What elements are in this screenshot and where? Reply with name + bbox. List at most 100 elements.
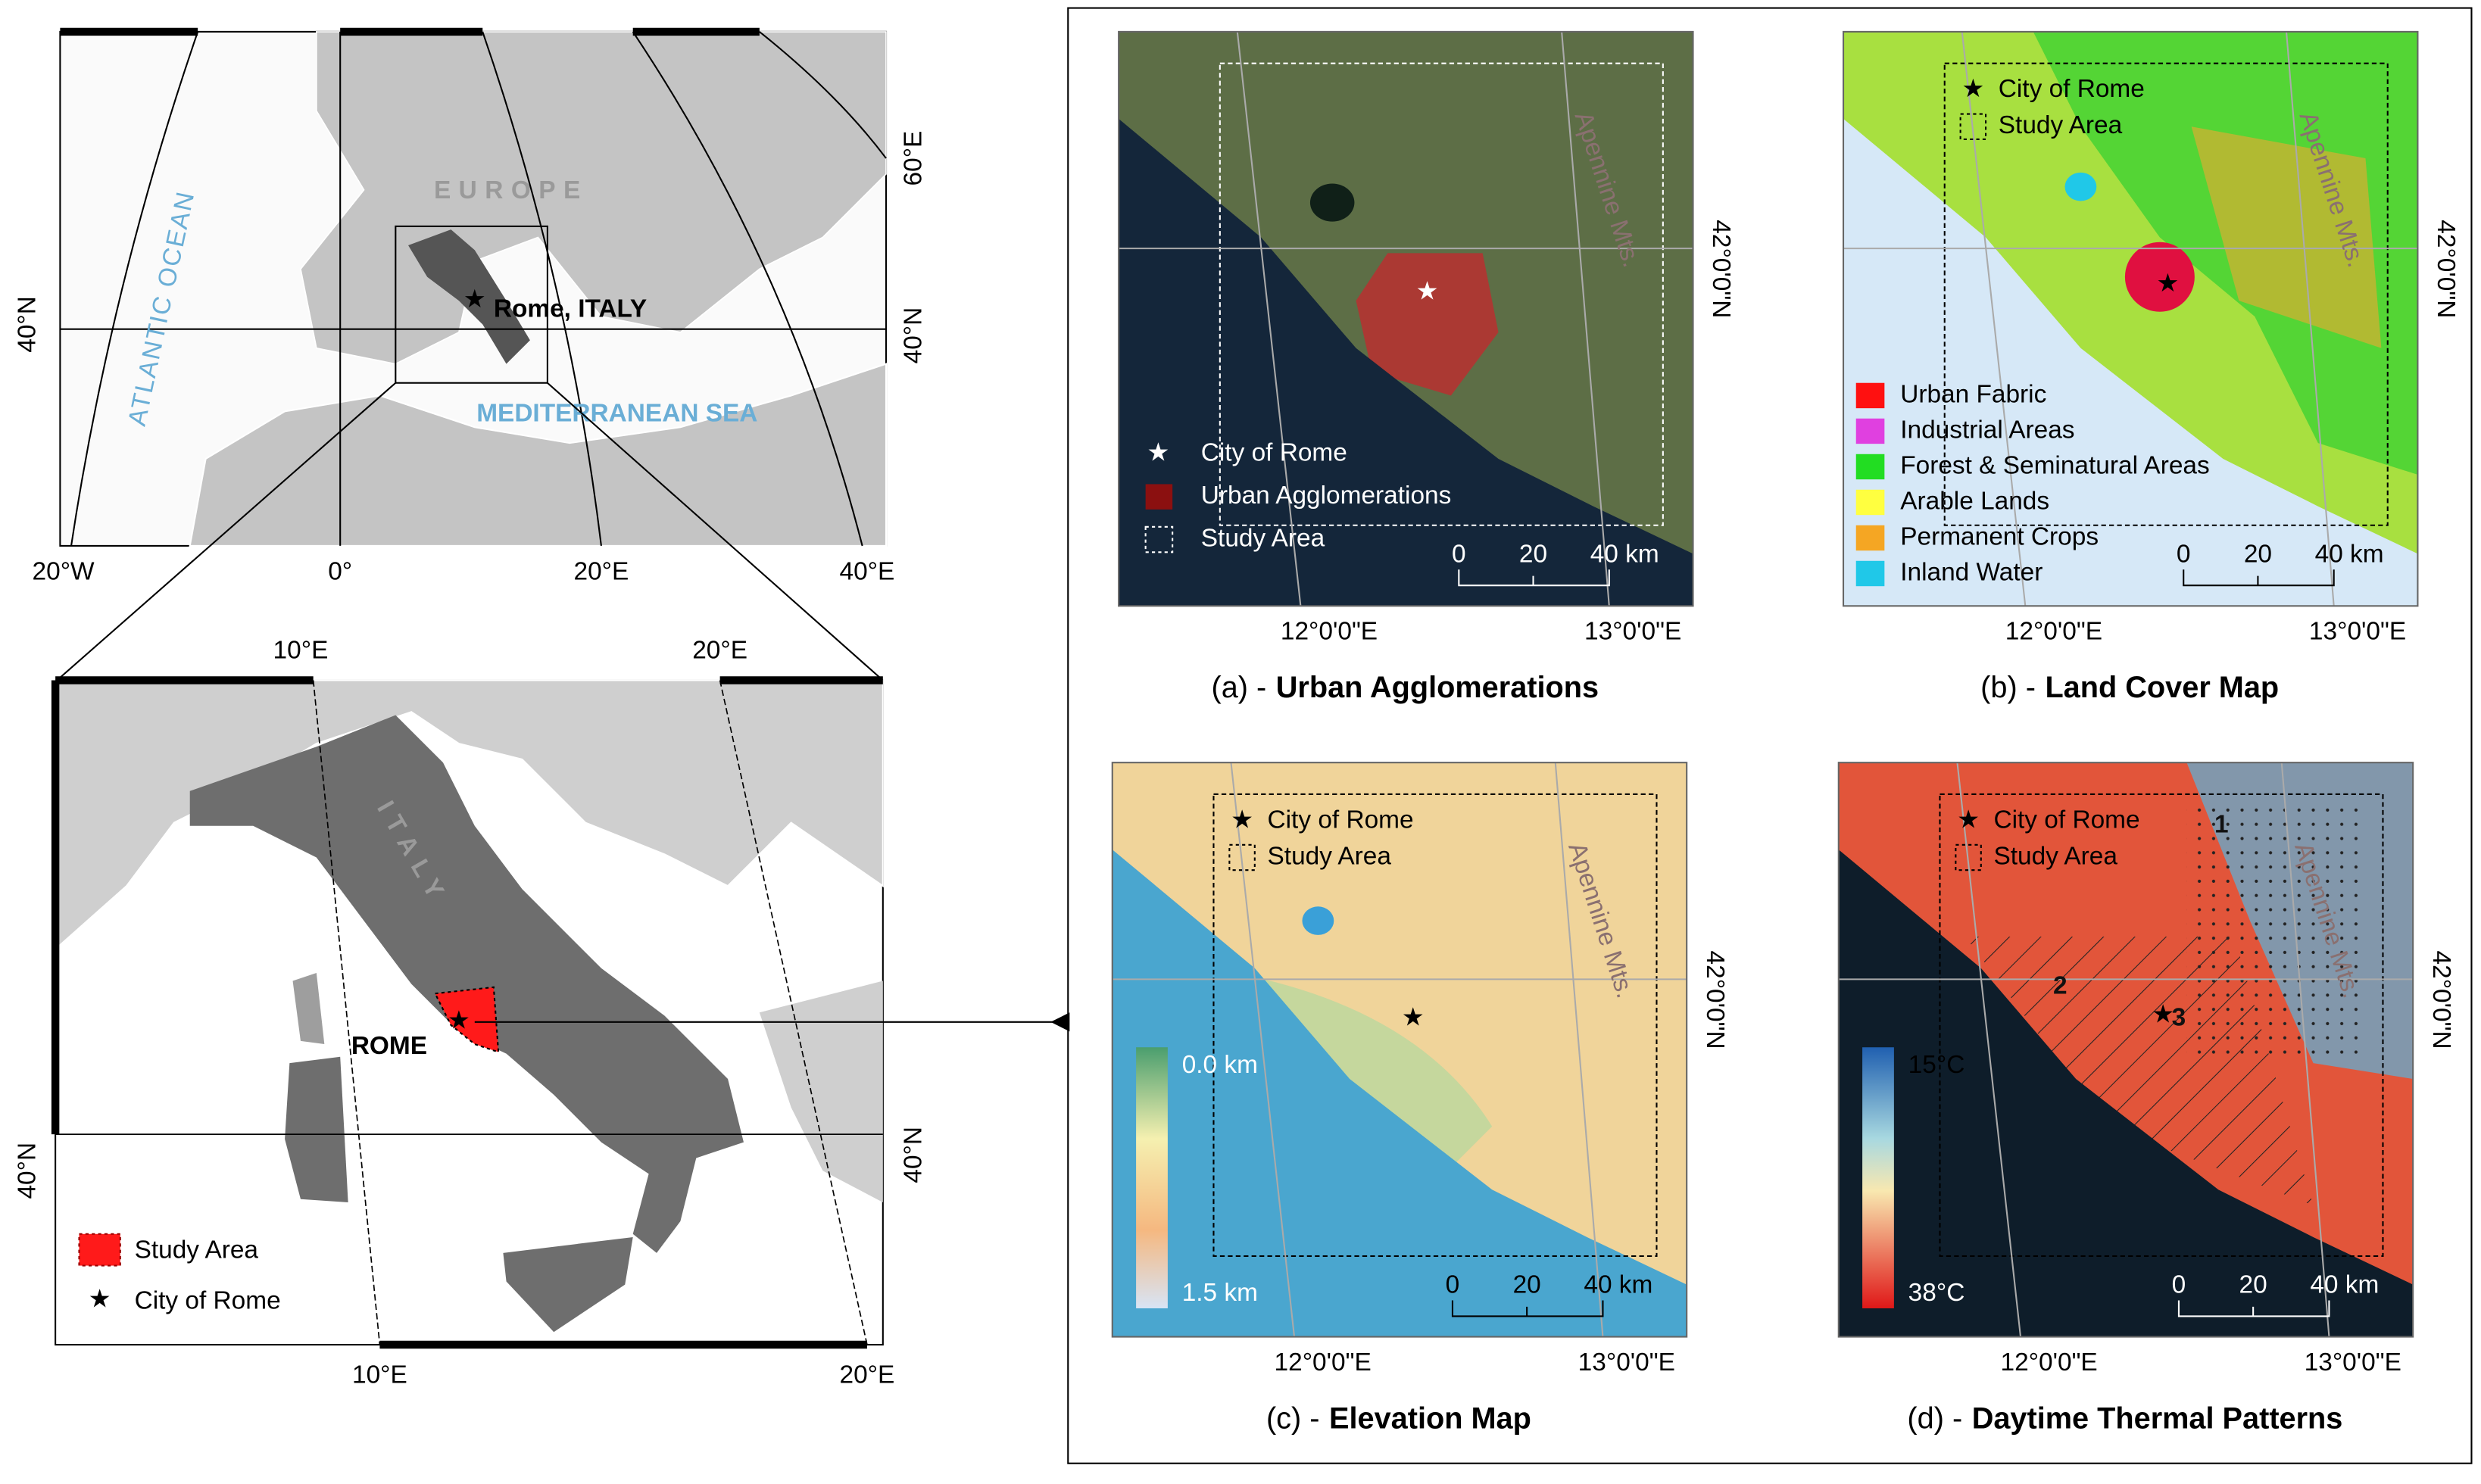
meridian <box>2285 31 2335 606</box>
scale-bar <box>2183 569 2335 587</box>
sea <box>1838 850 2414 1337</box>
lat-label: 42°0'0"N <box>1707 220 1735 318</box>
city-label: Rome, ITALY <box>494 295 647 323</box>
neighbour-land <box>759 980 883 1202</box>
lon-label: 12°0'0"E <box>2005 618 2102 646</box>
corsica-land <box>292 973 325 1045</box>
sea <box>1119 118 1693 606</box>
legend-label: City of Rome <box>1201 439 1347 467</box>
meridian <box>1230 762 1296 1337</box>
legend-star: ★ <box>1231 806 1253 834</box>
colorbar-label: 1.5 km <box>1182 1279 1258 1307</box>
map-frame <box>1111 762 1688 1338</box>
scale-label: 40 km <box>2315 540 2384 568</box>
class-swatch <box>1855 382 1885 409</box>
colorbar-label: 38°C <box>1908 1279 1965 1307</box>
rome-star: ★ <box>1402 1003 1425 1031</box>
legend-swatch <box>1228 843 1256 871</box>
caption: (a) - Urban Agglomerations <box>1211 672 1599 705</box>
lat-label: 60°E <box>899 131 927 186</box>
study-area <box>1219 62 1664 526</box>
lon-label: 0° <box>328 557 352 585</box>
lake <box>1302 906 1334 935</box>
scale-label: 40 km <box>1584 1271 1652 1299</box>
africa-land <box>189 363 888 547</box>
lon-label: 10°E <box>352 1361 407 1389</box>
class-label: Forest & Seminatural Areas <box>1900 451 2209 479</box>
lon-label: 12°0'0"E <box>1281 618 1378 646</box>
scale-label: 20 <box>2244 540 2272 568</box>
class-label: Industrial Areas <box>1900 416 2074 444</box>
rome-star: ★ <box>448 1007 470 1035</box>
scale-label: 40 km <box>2310 1271 2379 1299</box>
forest <box>2033 31 2418 475</box>
lake <box>1309 183 1355 222</box>
zone-label: 1 <box>2214 811 2229 839</box>
caption-title: Urban Agglomerations <box>1276 672 1599 705</box>
zone-label: 2 <box>2053 972 2068 1000</box>
neighbour-land <box>55 679 884 952</box>
study-area <box>1943 62 2389 526</box>
zone-1 <box>2186 802 2361 1055</box>
map-frame <box>1842 30 2419 607</box>
colorbar-label: 0.0 km <box>1182 1051 1258 1079</box>
legend-label: Study Area <box>1201 524 1325 552</box>
rome-star: ★ <box>2152 1000 2174 1028</box>
legend-star: ★ <box>1957 806 1980 834</box>
frame-ticks <box>51 676 883 1349</box>
rome-star: ★ <box>2156 270 2179 298</box>
class-label: Urban Fabric <box>1900 380 2046 408</box>
sardinia-land <box>285 1056 348 1202</box>
legend-label: City of Rome <box>135 1286 281 1314</box>
legend-swatch <box>1955 843 1982 871</box>
zoom-box <box>395 225 548 384</box>
lat-label: 40°N <box>899 1127 927 1183</box>
legend-label: Study Area <box>1999 111 2123 139</box>
lon-label: 13°0'0"E <box>1578 1348 1675 1376</box>
lon-label: 20°E <box>692 637 747 665</box>
caption-id: (d) - <box>1907 1402 1962 1436</box>
scale-label: 20 <box>1513 1271 1541 1299</box>
class-label: Arable Lands <box>1900 487 2049 515</box>
legend-star: ★ <box>1147 439 1169 467</box>
italy-land <box>189 715 744 1253</box>
map-frame <box>1837 762 2414 1338</box>
scale-label: 0 <box>1452 540 1466 568</box>
caption-id: (c) - <box>1266 1402 1320 1436</box>
study-area <box>1212 793 1658 1258</box>
caption-title: Land Cover Map <box>2045 672 2279 705</box>
legend-swatch <box>1144 525 1174 553</box>
rome-star: ★ <box>1416 277 1439 305</box>
lat-label: 42°0'0"N <box>1701 951 1729 1049</box>
lon-label: 20°E <box>574 557 629 585</box>
urban <box>2124 242 2195 312</box>
scale-label: 0 <box>2177 540 2191 568</box>
scale-label: 0 <box>1446 1271 1460 1299</box>
class-swatch <box>1855 454 1885 480</box>
lon-label: 13°0'0"E <box>2309 618 2406 646</box>
lat-label: 40°N <box>13 296 41 353</box>
italy-land <box>408 229 530 364</box>
scale-label: 0 <box>2172 1271 2186 1299</box>
lat-label: 40°N <box>13 1143 41 1199</box>
lon-label: 13°0'0"E <box>1584 618 1681 646</box>
lon-label: 13°0'0"E <box>2305 1348 2401 1376</box>
legend-swatch <box>78 1233 121 1267</box>
crops <box>2191 126 2382 348</box>
caption-id: (a) - <box>1211 672 1266 705</box>
urban-area <box>1356 253 1499 396</box>
rome-star: ★ <box>463 285 486 313</box>
meridian <box>1236 31 1302 606</box>
lon-label: 12°0'0"E <box>2001 1348 2098 1376</box>
meridian <box>1554 762 1604 1337</box>
legend-label: City of Rome <box>1994 806 2140 834</box>
meridian <box>2280 762 2330 1337</box>
study-area <box>433 986 500 1053</box>
caption: (d) - Daytime Thermal Patterns <box>1907 1402 2342 1436</box>
caption: (c) - Elevation Map <box>1266 1402 1531 1436</box>
sea <box>1112 850 1687 1337</box>
overview-map: ★ EUROPE Rome, ITALY ATLANTIC OCEAN MEDI… <box>13 27 927 585</box>
